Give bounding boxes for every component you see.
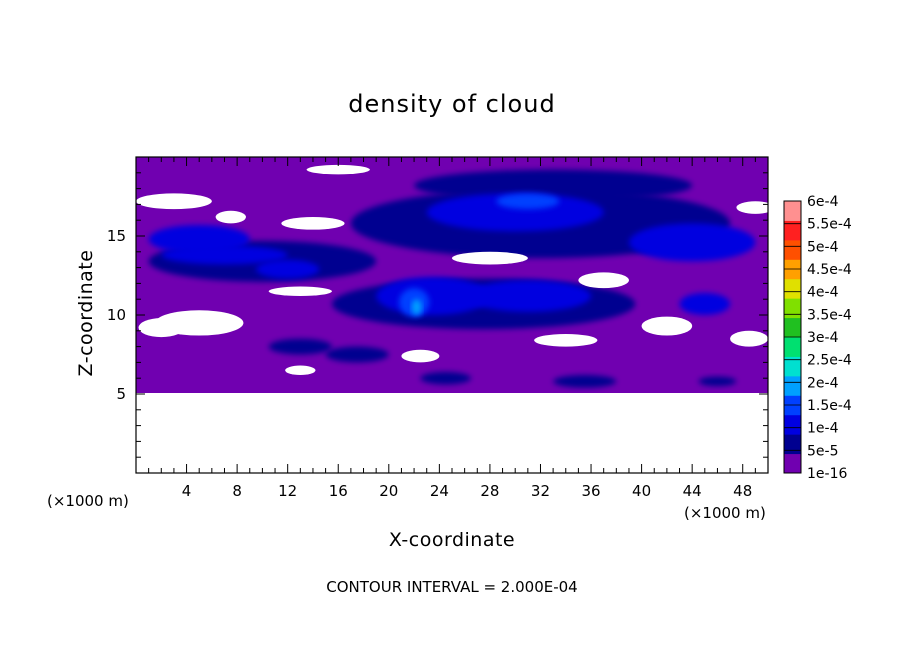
- density-field: [136, 157, 768, 393]
- x-tick-label: 36: [581, 482, 600, 500]
- colorbar-label: 6e-4: [807, 194, 839, 210]
- x-tick-label: 40: [632, 482, 651, 500]
- clear-region: [285, 365, 316, 376]
- colorbar: 1e-16 5e-5 1e-4 1.5e-4 2e-4 2.5e-4 3e-4 3.5e-4 4…: [783, 194, 852, 482]
- x-tick-label: 48: [733, 482, 752, 500]
- x-tick-label: 28: [480, 482, 499, 500]
- cloud-feature: [411, 299, 422, 315]
- colorbar-label: 1e-4: [807, 421, 839, 437]
- cloud-feature: [256, 259, 320, 279]
- cloud-feature: [268, 338, 332, 355]
- colorbar-swatch: [784, 201, 801, 221]
- clear-region: [641, 316, 693, 336]
- x-tick-label: 32: [531, 482, 550, 500]
- cloud-feature: [496, 193, 560, 210]
- cloud-feature: [420, 371, 471, 385]
- x-axis-title: X-coordinate: [389, 529, 515, 551]
- cloud-feature: [161, 245, 288, 265]
- colorbar-label: 3.5e-4: [807, 307, 852, 323]
- colorbar-label: 1e-16: [807, 466, 847, 482]
- cloud-feature: [414, 169, 693, 202]
- clear-region: [736, 201, 768, 214]
- colorbar-swatch: [784, 298, 801, 319]
- y-tick-label: 15: [107, 227, 126, 245]
- colorbar-swatch: [784, 414, 801, 435]
- colorbar-label: 5e-5: [807, 443, 838, 459]
- cloud-feature: [325, 346, 389, 363]
- colorbar-label: 5e-4: [807, 239, 839, 255]
- colorbar-swatch: [784, 356, 801, 377]
- x-tick-label: 4: [182, 482, 192, 500]
- cloud-feature: [426, 193, 604, 232]
- colorbar-swatch: [784, 375, 801, 396]
- x-tick-label: 16: [329, 482, 348, 500]
- clear-region: [534, 333, 598, 347]
- x-axis-ticks: 4 8 12 16 20 24 28 32 36 40 44 48: [148, 157, 756, 500]
- colorbar-swatch: [784, 337, 801, 357]
- clear-air-regions: [136, 164, 768, 376]
- cloud-feature: [464, 280, 592, 312]
- y-tick-label: 5: [116, 385, 126, 403]
- colorbar-label: 3e-4: [807, 330, 839, 346]
- colorbar-swatch: [784, 220, 801, 241]
- cloud-feature: [628, 223, 756, 262]
- y-axis-title: Z-coordinate: [75, 250, 97, 377]
- clear-region: [306, 164, 370, 175]
- chart-title: density of cloud: [348, 90, 555, 118]
- colorbar-label: 4.5e-4: [807, 262, 852, 278]
- cloud-feature: [679, 292, 731, 315]
- clear-region: [401, 349, 440, 363]
- colorbar-label: 1.5e-4: [807, 398, 852, 414]
- x-unit-label-left: (×1000 m): [47, 492, 129, 510]
- contour-interval-note: CONTOUR INTERVAL = 2.000E-04: [326, 578, 577, 596]
- x-tick-label: 20: [379, 482, 398, 500]
- colorbar-label: 5.5e-4: [807, 217, 852, 233]
- cloud-feature: [698, 376, 737, 387]
- x-unit-label-right: (×1000 m): [684, 504, 766, 522]
- colorbar-swatch: [784, 434, 801, 455]
- colorbar-swatch: [784, 278, 801, 299]
- colorbar-swatch: [784, 317, 801, 338]
- colorbar-swatch: [784, 453, 801, 474]
- clear-region: [730, 330, 768, 347]
- colorbar-label: 2.5e-4: [807, 353, 852, 369]
- clear-region: [578, 272, 629, 289]
- cloud-feature: [553, 375, 617, 388]
- x-tick-label: 44: [683, 482, 702, 500]
- x-tick-label: 24: [430, 482, 449, 500]
- colorbar-label: 2e-4: [807, 375, 839, 391]
- y-axis-ticks: 5 10 15: [107, 172, 768, 458]
- y-tick-label: 10: [107, 306, 126, 324]
- clear-region: [215, 210, 246, 224]
- clear-region: [136, 193, 212, 210]
- x-tick-label: 12: [278, 482, 297, 500]
- colorbar-swatch: [784, 239, 801, 260]
- clear-region: [268, 286, 332, 297]
- clear-region: [138, 318, 185, 338]
- clear-region: [452, 251, 528, 265]
- colorbar-label: 4e-4: [807, 285, 839, 301]
- x-tick-label: 8: [232, 482, 242, 500]
- clear-region: [281, 217, 345, 230]
